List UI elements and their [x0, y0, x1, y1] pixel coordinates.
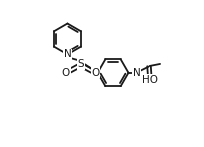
Text: N: N: [64, 49, 71, 59]
Text: N: N: [133, 68, 140, 78]
Text: O: O: [62, 68, 70, 78]
Text: HO: HO: [142, 75, 158, 85]
Text: S: S: [77, 59, 84, 69]
Text: O: O: [91, 68, 100, 78]
